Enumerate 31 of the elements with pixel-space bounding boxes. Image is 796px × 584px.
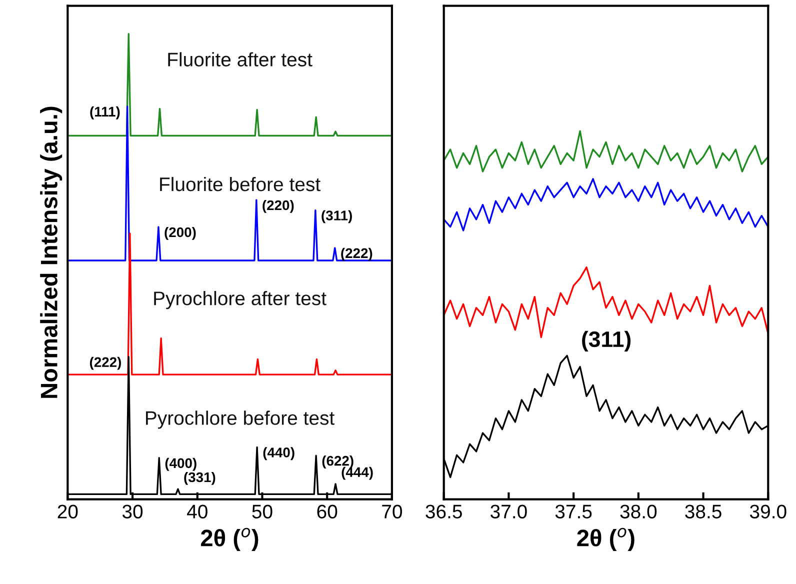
x-tick-label: 20 xyxy=(58,504,78,518)
annotation: (440) xyxy=(263,447,294,460)
annotation: (200) xyxy=(164,226,196,240)
annotation: (111) xyxy=(90,106,120,120)
annotation: (311) xyxy=(582,330,631,352)
x-tick-label: 37.0 xyxy=(490,504,527,518)
x-tick-label: 36.5 xyxy=(426,504,462,518)
annotation: (331) xyxy=(184,472,216,485)
annotation: (444) xyxy=(342,466,373,480)
x-tick-label: 60 xyxy=(317,504,338,518)
x-tick-label: 50 xyxy=(252,504,272,518)
annotation: (220) xyxy=(262,200,294,213)
x-tick-label: 38.5 xyxy=(685,504,722,518)
series-label: Fluorite before test xyxy=(160,176,320,192)
x-tick-label: 38.0 xyxy=(620,504,657,518)
x-tick-label: 39.0 xyxy=(750,504,786,518)
annotation: (222) xyxy=(90,356,121,370)
x-axis-title: 2θ ($^{o}$) xyxy=(200,528,258,552)
x-tick-label: 70 xyxy=(382,504,402,518)
annotation: (622) xyxy=(322,456,354,469)
annotation: (222) xyxy=(341,248,372,261)
series-label: Pyrochlore after test xyxy=(154,291,326,310)
x-tick-label: 37.5 xyxy=(555,504,592,518)
annotation: (400) xyxy=(165,458,196,471)
x-axis-title: 2θ ($^{o}$) xyxy=(577,528,634,552)
y-axis-title: Normalized Intensity (a.u.) xyxy=(40,106,62,398)
x-tick-label: 30 xyxy=(122,504,143,518)
series-label: Pyrochlore before test xyxy=(146,410,335,429)
annotation: (311) xyxy=(322,210,352,224)
text: Fluorite after test xyxy=(168,52,312,66)
x-tick-label: 40 xyxy=(187,504,208,518)
